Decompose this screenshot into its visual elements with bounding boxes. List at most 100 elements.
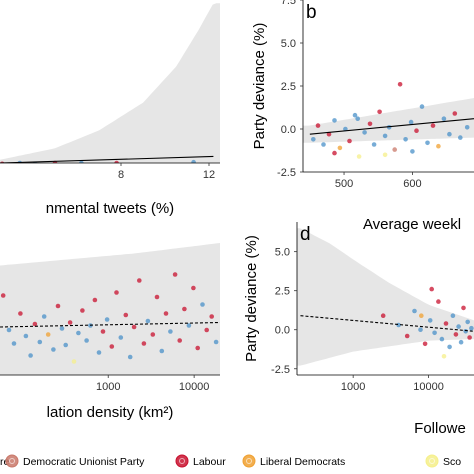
- legend-swatch-ring: [429, 458, 435, 464]
- data-point: [100, 329, 106, 334]
- data-point: [127, 354, 133, 360]
- data-point: [191, 285, 196, 291]
- data-point: [0, 293, 6, 298]
- data-point: [332, 118, 337, 123]
- data-point: [443, 321, 449, 326]
- legend-item: Democratic Unionist Party: [5, 454, 145, 468]
- data-point: [414, 128, 419, 133]
- y-tick-label: 2.5: [275, 286, 290, 298]
- data-point: [355, 116, 361, 121]
- data-point: [213, 339, 219, 345]
- y-tick-label: 2.5: [281, 81, 296, 93]
- legend: re Democratic Unionist Party Labour Liberal…: [0, 454, 461, 468]
- legend-label: Labour: [193, 456, 226, 468]
- data-point: [131, 324, 137, 330]
- x-tick-label: 600: [403, 178, 421, 190]
- data-point: [114, 290, 119, 295]
- data-point: [28, 353, 33, 358]
- data-point: [186, 323, 192, 328]
- panel-label: b: [306, 2, 317, 23]
- plot-area: [0, 3, 220, 163]
- data-point: [177, 338, 182, 343]
- data-point: [362, 130, 367, 135]
- y-tick-label: 0.0: [275, 325, 290, 337]
- fit-line: [0, 155, 214, 163]
- legend-item: Labour: [175, 454, 226, 468]
- data-point: [84, 338, 89, 343]
- data-point: [467, 335, 472, 340]
- x-axis-title: Average weekl: [363, 216, 461, 233]
- data-point: [410, 149, 415, 154]
- fit-line: [0, 321, 220, 328]
- plot-area: [0, 243, 220, 375]
- data-point: [163, 311, 169, 316]
- data-point: [59, 326, 65, 331]
- data-point: [195, 345, 200, 351]
- legend-label: re: [0, 456, 9, 468]
- x-tick-label: 10000: [413, 381, 444, 393]
- data-point: [18, 311, 23, 316]
- panel-label: d: [300, 224, 311, 245]
- confidence-band: [303, 98, 474, 143]
- data-point: [463, 329, 469, 334]
- panel-1: 8 12 nmental tweets (%): [0, 3, 220, 217]
- data-point: [403, 137, 408, 142]
- data-point: [45, 332, 51, 337]
- data-point: [172, 272, 178, 277]
- data-point: [412, 308, 417, 314]
- plot-area: [297, 228, 474, 366]
- x-axis-title: nmental tweets (%): [46, 200, 174, 217]
- legend-swatch-ring: [179, 458, 185, 464]
- data-point: [11, 341, 17, 346]
- legend-swatch: [5, 454, 19, 468]
- data-point: [436, 299, 441, 304]
- legend-swatch-ring: [9, 458, 15, 464]
- data-point: [441, 354, 447, 359]
- data-point: [430, 123, 436, 128]
- data-point: [439, 336, 445, 342]
- data-point: [6, 327, 12, 333]
- data-point: [380, 313, 386, 319]
- data-point: [447, 131, 452, 137]
- data-point: [332, 150, 337, 156]
- data-point: [76, 330, 81, 336]
- legend-label: Sco: [443, 456, 461, 468]
- legend-label: Democratic Unionist Party: [23, 456, 145, 468]
- x-axis-title: Followe: [414, 420, 466, 437]
- y-tick-label: 7.5: [281, 0, 296, 7]
- data-point: [408, 119, 414, 125]
- data-point: [432, 330, 437, 336]
- data-point: [419, 104, 425, 109]
- data-point: [204, 327, 209, 333]
- data-point: [137, 278, 142, 283]
- data-point: [436, 143, 441, 149]
- data-point: [371, 142, 377, 147]
- data-point: [209, 314, 214, 319]
- data-point: [80, 308, 85, 313]
- panel-3: 1000 10000 lation density (km²): [0, 243, 220, 421]
- data-point: [123, 312, 129, 318]
- data-point: [37, 339, 43, 345]
- legend-swatch-ring: [246, 458, 252, 464]
- data-point: [347, 138, 352, 144]
- legend-item: Liberal Democrats: [242, 454, 345, 468]
- data-point: [326, 131, 332, 137]
- data-point: [356, 154, 362, 159]
- plot-area: [303, 82, 474, 159]
- data-point: [109, 344, 115, 349]
- data-point: [311, 137, 316, 142]
- legend-item: re: [0, 456, 9, 468]
- x-axis-title: lation density (km²): [47, 404, 174, 421]
- data-point: [337, 145, 343, 151]
- data-point: [461, 305, 466, 311]
- data-point: [0, 161, 5, 163]
- data-point: [145, 318, 151, 324]
- data-point: [450, 313, 456, 319]
- x-tick-label: 8: [118, 169, 124, 181]
- confidence-band: [0, 243, 220, 375]
- data-point: [397, 82, 403, 87]
- data-point: [377, 109, 382, 115]
- data-point: [464, 125, 470, 130]
- data-point: [453, 332, 459, 337]
- data-point: [382, 133, 388, 139]
